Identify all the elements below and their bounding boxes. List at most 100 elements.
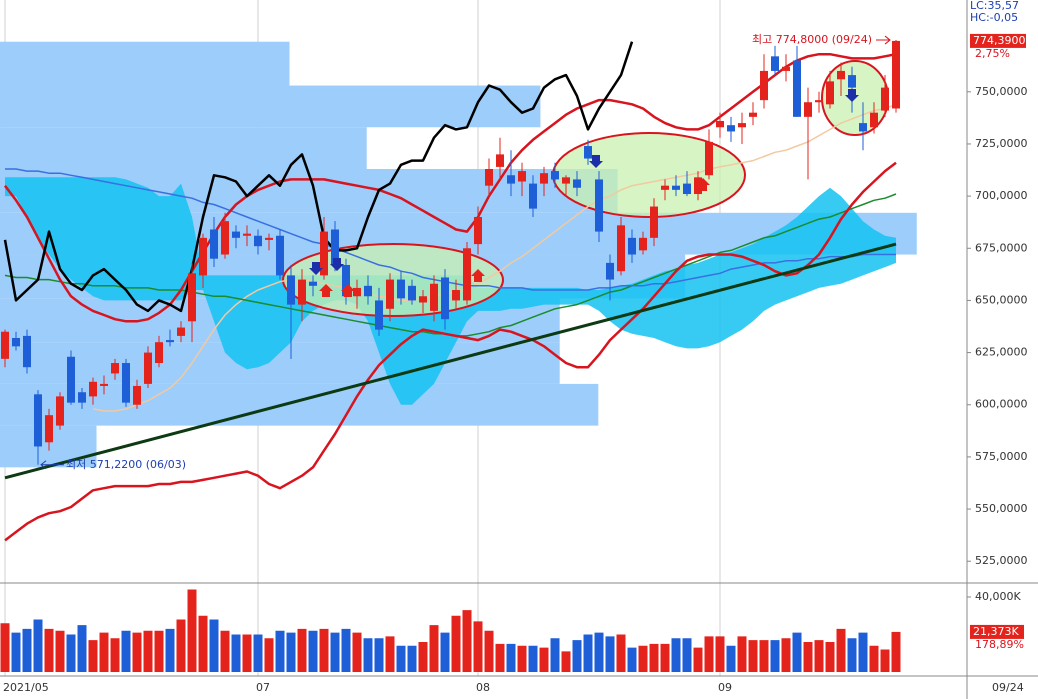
trendline — [4, 242, 897, 480]
candle-body — [276, 235, 284, 276]
candle-body — [760, 70, 768, 101]
volume-bar — [55, 630, 65, 672]
candle-body — [265, 237, 273, 240]
last-volume-label: 21,373K — [973, 625, 1019, 638]
candle-body — [243, 233, 251, 236]
x-tick-label: 2021/05 — [3, 681, 49, 694]
last-volume-badge — [970, 624, 1024, 639]
volume-bar — [869, 645, 879, 672]
candle-body — [155, 342, 163, 364]
volume-bar — [693, 647, 703, 672]
up-arrow — [341, 284, 355, 297]
volume-bar — [462, 610, 472, 672]
candle-body — [639, 237, 647, 251]
volume-bar — [44, 628, 54, 672]
y-tick-label: 575,0000 — [975, 450, 1028, 463]
volume-bar — [605, 636, 615, 672]
candle-body — [67, 356, 75, 403]
volume-bar — [374, 638, 384, 672]
indicator-line — [4, 161, 897, 542]
candle-body — [826, 81, 834, 105]
volume-bar — [132, 632, 142, 672]
volume-bar — [649, 643, 659, 672]
candle-body — [232, 231, 240, 238]
candle-body — [133, 385, 141, 405]
volume-bar — [308, 630, 318, 672]
volume-bar — [341, 628, 351, 672]
up-arrow — [471, 269, 485, 282]
candle-body — [353, 287, 361, 297]
volume-bar — [792, 632, 802, 672]
volume-bars — [0, 589, 901, 672]
candle-body — [45, 415, 53, 443]
volume-bar — [88, 640, 98, 672]
candle-body — [573, 179, 581, 188]
volume-bar — [330, 632, 340, 672]
candle-body — [628, 237, 636, 255]
candle-body — [683, 183, 691, 195]
candle-body — [320, 231, 328, 276]
candle-body — [34, 394, 42, 447]
volume-bar — [242, 634, 252, 672]
volume-bar — [66, 634, 76, 672]
volume-bar — [572, 640, 582, 672]
volume-bar — [836, 628, 846, 672]
candle-body — [331, 229, 339, 265]
volume-bar — [495, 643, 505, 672]
last-price-badge — [970, 33, 1026, 48]
volume-bar — [418, 642, 428, 672]
volume-bar — [165, 628, 175, 672]
candle-body — [298, 279, 306, 305]
candle-body — [386, 279, 394, 309]
volume-bar — [0, 623, 10, 672]
candle-body — [771, 56, 779, 71]
candle-body — [122, 363, 130, 403]
candle-body — [529, 183, 537, 209]
candle-body — [309, 281, 317, 286]
volume-bar — [737, 636, 747, 672]
y-tick-label: 550,0000 — [975, 502, 1028, 515]
volume-bar — [143, 630, 153, 672]
change-label: 2,75% — [975, 47, 1010, 60]
candle-body — [562, 177, 570, 184]
annotations: 최고 774,8000 (09/24) 최저 571,2200 (06/03) 77… — [40, 33, 1026, 651]
indicator-lines — [3, 41, 897, 542]
candle-body — [144, 352, 152, 384]
y-tick-label: 525,0000 — [975, 554, 1028, 567]
volume-bar — [484, 630, 494, 672]
candle-body — [606, 262, 614, 280]
volume-bar — [209, 619, 219, 672]
candle-body — [221, 221, 229, 255]
volume-bar — [759, 640, 769, 672]
candle-body — [364, 285, 372, 297]
volume-bar — [770, 640, 780, 672]
volume-bar — [198, 615, 208, 672]
candle-body — [430, 283, 438, 311]
candle-body — [650, 206, 658, 238]
up-arrow — [319, 284, 333, 297]
candle-body — [199, 237, 207, 276]
volume-bar — [187, 589, 197, 672]
volume-bar — [539, 647, 549, 672]
profile-bar — [0, 127, 367, 169]
volume-bar — [561, 651, 571, 672]
volume-bar — [121, 630, 131, 672]
volume-bar — [264, 638, 274, 672]
indicator-line — [5, 168, 896, 291]
volume-bar — [275, 630, 285, 672]
volume-bar — [726, 645, 736, 672]
hc-label: HC:-0,05 — [970, 11, 1018, 24]
volume-bar — [858, 632, 868, 672]
volume-bar — [440, 632, 450, 672]
volume-bar — [77, 625, 87, 672]
candle-body — [595, 179, 603, 232]
volume-bar — [253, 634, 263, 672]
volume-bar — [22, 628, 32, 672]
candle-body — [408, 285, 416, 301]
candle-body — [727, 125, 735, 132]
volume-bar — [154, 630, 164, 672]
candle-body — [716, 121, 724, 128]
high-arrow — [876, 35, 891, 45]
candle-body — [661, 185, 669, 190]
